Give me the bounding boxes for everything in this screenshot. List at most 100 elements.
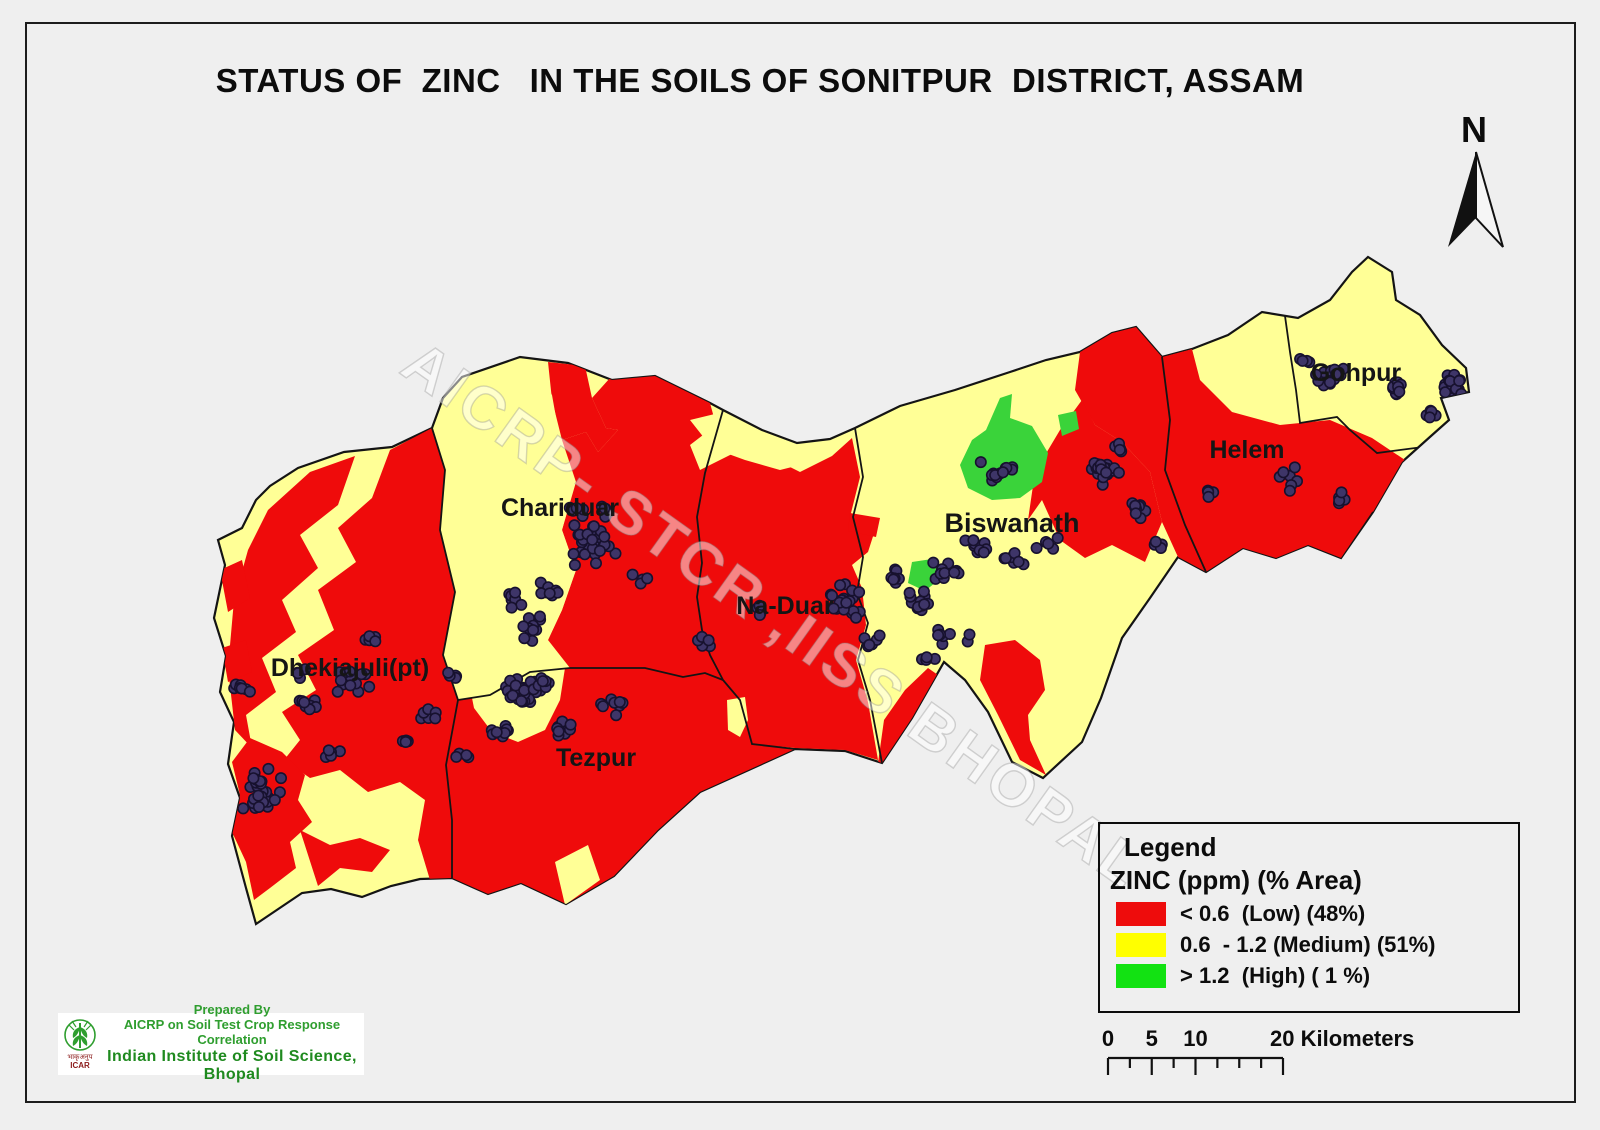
legend-swatch-low: [1116, 902, 1166, 926]
sample-point: [626, 568, 639, 581]
sample-point: [863, 638, 876, 651]
sample-point: [1283, 484, 1296, 497]
sample-point: [331, 685, 344, 698]
region-label-biswanath: Biswanath: [944, 508, 1079, 538]
sample-point: [977, 546, 990, 559]
sample-point: [753, 608, 766, 621]
sample-point: [1112, 466, 1125, 479]
sample-point: [291, 667, 304, 680]
sample-point: [1393, 385, 1406, 398]
sample-point: [578, 548, 591, 561]
low-zinc-patch: [282, 428, 458, 880]
low-zinc-patch: [980, 640, 1046, 775]
sample-point: [1051, 531, 1064, 544]
sample-point: [442, 666, 455, 679]
sample-point: [1030, 541, 1043, 554]
sample-point: [1423, 411, 1436, 424]
sample-point: [363, 680, 376, 693]
sample-point: [369, 635, 382, 648]
sample-point: [587, 520, 600, 533]
north-arrow-right-half: [1475, 151, 1504, 248]
sample-point: [598, 530, 611, 543]
sample-point: [932, 629, 945, 642]
sample-point: [1113, 443, 1126, 456]
sample-point: [543, 587, 556, 600]
sample-point: [252, 800, 265, 813]
sample-point: [515, 598, 528, 611]
sample-point: [1310, 368, 1323, 381]
low-zinc-patch: [220, 560, 252, 682]
sample-point: [268, 793, 281, 806]
high-zinc-patch: [960, 394, 1048, 500]
sample-point: [943, 627, 956, 640]
sample-point: [1202, 490, 1215, 503]
sample-point: [999, 552, 1012, 565]
sample-point: [450, 750, 463, 763]
sample-point: [429, 712, 442, 725]
sample-point: [1149, 535, 1162, 548]
legend-item-medium: 0.6 - 1.2 (Medium) (51%): [1116, 932, 1518, 958]
sample-point: [527, 624, 540, 637]
sample-point: [518, 632, 531, 645]
medium-zinc-patch: [555, 845, 600, 905]
sample-point: [322, 744, 335, 757]
sample-point: [533, 610, 546, 623]
sample-point: [506, 689, 519, 702]
sample-point: [1277, 466, 1290, 479]
sample-point: [610, 709, 623, 722]
sample-point: [1330, 368, 1343, 381]
sample-point: [1100, 466, 1113, 479]
sample-point: [568, 558, 581, 571]
legend-title: Legend: [1124, 832, 1217, 862]
sample-point: [355, 668, 368, 681]
sample-point: [570, 502, 583, 515]
sample-point: [262, 762, 275, 775]
legend-item-high: > 1.2 (High) ( 1 %): [1116, 963, 1518, 989]
sample-point: [1042, 537, 1055, 550]
region-label-helem: Helem: [1209, 436, 1284, 464]
low-zinc-patch: [300, 830, 390, 886]
sample-point: [505, 601, 518, 614]
low-zinc-patch: [228, 456, 355, 748]
scale-bar-label: 20 Kilometers: [1270, 1026, 1414, 1051]
sample-point: [849, 611, 862, 624]
sample-point: [609, 547, 622, 560]
sample-point: [927, 556, 940, 569]
legend-swatch-high: [1116, 964, 1166, 988]
sample-point: [825, 589, 838, 602]
sample-point: [948, 566, 961, 579]
region-label-gohpur: Gohpur: [1311, 359, 1402, 387]
map-title: STATUS OF ZINC IN THE SOILS OF SONITPUR …: [215, 62, 1305, 99]
scale-bar-label: 0: [1102, 1026, 1114, 1051]
sample-point: [567, 547, 580, 560]
sample-point: [967, 534, 980, 547]
legend: Legend ZINC (ppm) (% Area) < 0.6 (Low) (…: [1098, 822, 1520, 1013]
sample-point: [252, 789, 265, 802]
sample-point: [536, 675, 549, 688]
sample-point: [568, 519, 581, 532]
scale-bar-label: 5: [1146, 1026, 1158, 1051]
legend-swatch-medium: [1116, 933, 1166, 957]
sample-point: [917, 585, 930, 598]
sample-point: [586, 533, 599, 546]
sample-point: [827, 602, 840, 615]
high-zinc-patch: [1058, 411, 1079, 436]
sample-point: [996, 466, 1009, 479]
sample-point: [1129, 507, 1142, 520]
north-arrow-label: N: [1461, 109, 1487, 150]
sample-point: [490, 726, 503, 739]
sample-point: [509, 586, 522, 599]
sample-point: [974, 456, 987, 469]
sample-point: [887, 573, 900, 586]
north-arrow-left-half: [1448, 152, 1476, 247]
sample-point: [903, 586, 916, 599]
credits-text: Prepared By AICRP on Soil Test Crop Resp…: [100, 1002, 364, 1085]
sample-point: [274, 772, 287, 785]
sample-point: [298, 696, 311, 709]
sample-point: [1288, 461, 1301, 474]
sample-point: [517, 620, 530, 633]
region-label-naduar: Na-Duar: [736, 592, 834, 620]
sample-point: [1453, 374, 1466, 387]
